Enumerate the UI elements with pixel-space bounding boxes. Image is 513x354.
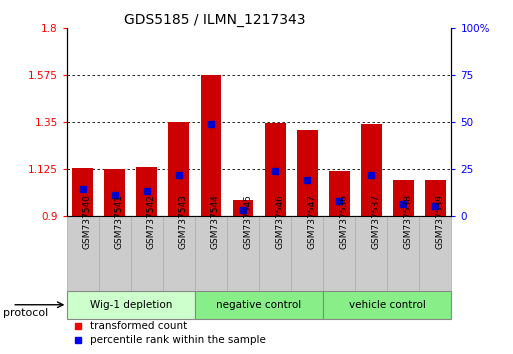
- Bar: [72, 168, 93, 216]
- Bar: [420, 216, 451, 291]
- Bar: [297, 130, 318, 216]
- Text: Wig-1 depletion: Wig-1 depletion: [90, 300, 172, 310]
- Text: GDS5185 / ILMN_1217343: GDS5185 / ILMN_1217343: [124, 13, 306, 27]
- Text: negative control: negative control: [216, 300, 302, 310]
- Text: GSM737537: GSM737537: [371, 194, 380, 249]
- Bar: [291, 216, 323, 291]
- Text: GSM737536: GSM737536: [339, 194, 348, 249]
- Bar: [329, 171, 350, 216]
- Bar: [168, 122, 189, 216]
- Bar: [67, 216, 98, 291]
- Text: GSM737541: GSM737541: [115, 194, 124, 249]
- Bar: [259, 216, 291, 291]
- Bar: [232, 200, 253, 216]
- Bar: [98, 216, 131, 291]
- Text: GSM737546: GSM737546: [275, 194, 284, 249]
- Bar: [361, 124, 382, 216]
- Text: GSM737545: GSM737545: [243, 194, 252, 249]
- Text: GSM737540: GSM737540: [83, 194, 92, 249]
- Text: GSM737544: GSM737544: [211, 194, 220, 249]
- Text: GSM737547: GSM737547: [307, 194, 316, 249]
- Bar: [323, 216, 355, 291]
- Bar: [227, 216, 259, 291]
- Bar: [136, 167, 157, 216]
- Text: protocol: protocol: [3, 308, 48, 318]
- Text: GSM737542: GSM737542: [147, 194, 156, 249]
- Bar: [387, 216, 420, 291]
- Text: percentile rank within the sample: percentile rank within the sample: [90, 335, 266, 345]
- Bar: [195, 216, 227, 291]
- Text: vehicle control: vehicle control: [349, 300, 426, 310]
- Bar: [104, 169, 125, 216]
- Bar: [195, 291, 323, 319]
- Bar: [393, 180, 414, 216]
- Text: GSM737543: GSM737543: [179, 194, 188, 249]
- Bar: [265, 123, 286, 216]
- Bar: [67, 291, 195, 319]
- Text: transformed count: transformed count: [90, 321, 187, 331]
- Text: GSM737539: GSM737539: [436, 194, 444, 249]
- Text: GSM737538: GSM737538: [403, 194, 412, 249]
- Bar: [425, 180, 446, 216]
- Bar: [355, 216, 387, 291]
- Bar: [163, 216, 195, 291]
- Bar: [131, 216, 163, 291]
- Bar: [201, 75, 222, 216]
- Bar: [323, 291, 451, 319]
